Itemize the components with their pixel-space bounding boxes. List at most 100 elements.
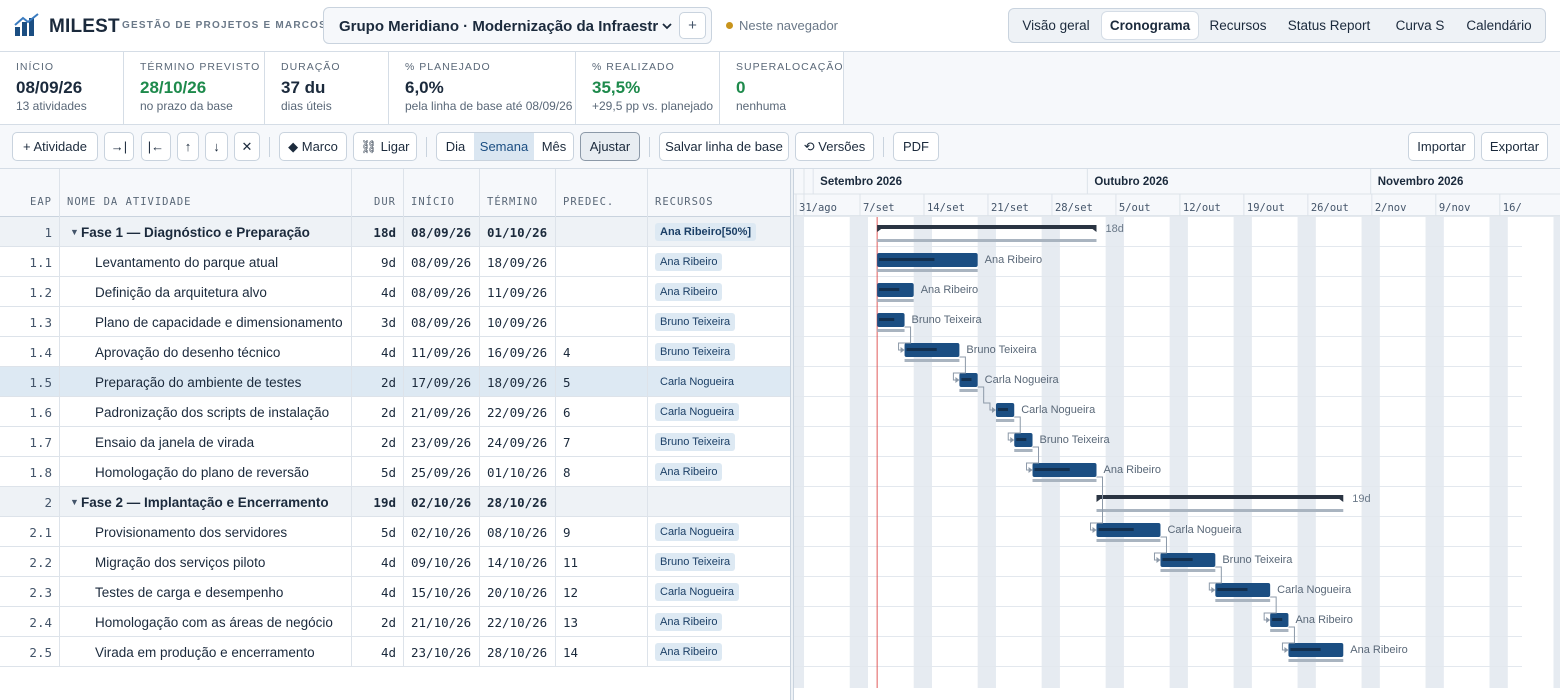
cell-name[interactable]: Plano de capacidade e dimensionamento: [95, 315, 343, 330]
zoom-day-button[interactable]: Dia: [445, 139, 466, 154]
cell-name[interactable]: Provisionamento dos servidores: [95, 525, 288, 540]
resource-badge[interactable]: Carla Nogueira: [655, 583, 739, 601]
cell-end[interactable]: 28/10/26: [487, 495, 548, 510]
cell-start[interactable]: 09/10/26: [411, 555, 472, 570]
cell-duration[interactable]: 4d: [380, 585, 396, 600]
resource-badge[interactable]: Bruno Teixeira: [655, 433, 736, 451]
table-row[interactable]: 2.2 Migração dos serviços piloto 4d 09/10/2…: [0, 547, 790, 577]
cell-predecessors[interactable]: 6: [563, 405, 571, 420]
cell-predecessors[interactable]: 14: [563, 645, 579, 660]
cell-duration[interactable]: 4d: [380, 645, 396, 660]
phase-bar[interactable]: [1096, 495, 1344, 499]
outdent-button[interactable]: |←: [141, 132, 171, 161]
cell-predecessors[interactable]: 7: [563, 435, 571, 450]
cell-name[interactable]: Ensaio da janela de virada: [95, 435, 255, 450]
cell-start[interactable]: 08/09/26: [411, 315, 472, 330]
cell-start[interactable]: 11/09/26: [411, 345, 472, 360]
table-row[interactable]: 1.5 Preparação do ambiente de testes 2d 17/…: [0, 367, 790, 397]
cell-name[interactable]: Fase 1 — Diagnóstico e Preparação: [81, 225, 310, 240]
delete-button[interactable]: ✕: [234, 132, 260, 161]
table-row[interactable]: 1.2 Definição da arquitetura alvo 4d 08/09/…: [0, 277, 790, 307]
move-down-button[interactable]: ↓: [205, 132, 228, 161]
tab-curva-s[interactable]: Curva S: [1395, 18, 1445, 33]
cell-name[interactable]: Definição da arquitetura alvo: [95, 285, 267, 300]
table-row[interactable]: 1.3 Plano de capacidade e dimensionamento…: [0, 307, 790, 337]
cell-name[interactable]: Testes de carga e desempenho: [95, 585, 284, 600]
pdf-button[interactable]: PDF: [893, 132, 939, 161]
table-row[interactable]: 1.1 Levantamento do parque atual 9d 08/09/2…: [0, 247, 790, 277]
phase-bar[interactable]: [877, 225, 1097, 229]
resource-badge[interactable]: Ana Ribeiro[50%]: [655, 223, 757, 241]
resource-badge[interactable]: Carla Nogueira: [655, 373, 739, 391]
cell-predecessors[interactable]: 5: [563, 375, 571, 390]
col-pred[interactable]: PREDEC.: [563, 196, 615, 208]
cell-predecessors[interactable]: 12: [563, 585, 579, 600]
cell-predecessors[interactable]: 13: [563, 615, 579, 630]
resource-badge[interactable]: Ana Ribeiro: [655, 463, 723, 481]
cell-end[interactable]: 08/10/26: [487, 525, 548, 540]
cell-predecessors[interactable]: 9: [563, 525, 571, 540]
cell-duration[interactable]: 4d: [380, 285, 396, 300]
cell-duration[interactable]: 2d: [380, 405, 396, 420]
table-row[interactable]: 2.4 Homologação com as áreas de negócio 2d…: [0, 607, 790, 637]
cell-end[interactable]: 16/09/26: [487, 345, 548, 360]
cell-name[interactable]: Fase 2 — Implantação e Encerramento: [81, 495, 329, 510]
cell-duration[interactable]: 2d: [380, 615, 396, 630]
cell-start[interactable]: 17/09/26: [411, 375, 472, 390]
tab-visao-geral[interactable]: Visão geral: [1022, 18, 1090, 33]
cell-end[interactable]: 18/09/26: [487, 255, 548, 270]
cell-start[interactable]: 21/10/26: [411, 615, 472, 630]
fit-button[interactable]: Ajustar: [580, 132, 640, 161]
cell-end[interactable]: 18/09/26: [487, 375, 548, 390]
tab-recursos[interactable]: Recursos: [1209, 18, 1267, 33]
cell-name[interactable]: Aprovação do desenho técnico: [95, 345, 281, 360]
phase-row[interactable]: 1 ▼ Fase 1 — Diagnóstico e Preparação 18d 08…: [0, 217, 790, 247]
resource-badge[interactable]: Ana Ribeiro: [655, 643, 723, 661]
col-res[interactable]: RECURSOS: [655, 196, 714, 208]
resource-badge[interactable]: Carla Nogueira: [655, 523, 739, 541]
cell-duration[interactable]: 19d: [373, 495, 396, 510]
collapse-toggle-icon[interactable]: ▼: [70, 497, 79, 507]
resource-badge[interactable]: Bruno Teixeira: [655, 343, 736, 361]
table-row[interactable]: 1.8 Homologação do plano de reversão 5d 25/…: [0, 457, 790, 487]
cell-predecessors[interactable]: 4: [563, 345, 571, 360]
move-up-button[interactable]: ↑: [177, 132, 199, 161]
cell-duration[interactable]: 18d: [373, 225, 396, 240]
cell-end[interactable]: 20/10/26: [487, 585, 548, 600]
col-eap[interactable]: EAP: [30, 196, 52, 208]
indent-button[interactable]: →|: [104, 132, 134, 161]
cell-name[interactable]: Preparação do ambiente de testes: [95, 375, 302, 390]
cell-duration[interactable]: 4d: [380, 345, 396, 360]
cell-end[interactable]: 01/10/26: [487, 225, 548, 240]
tab-cronograma[interactable]: Cronograma: [1102, 12, 1198, 39]
cell-name[interactable]: Levantamento do parque atual: [95, 255, 279, 270]
save-baseline-button[interactable]: Salvar linha de base: [659, 132, 789, 161]
zoom-month-button[interactable]: Mês: [541, 139, 567, 154]
cell-end[interactable]: 22/10/26: [487, 615, 548, 630]
chevron-down-icon[interactable]: [661, 20, 673, 32]
cell-end[interactable]: 24/09/26: [487, 435, 548, 450]
cell-duration[interactable]: 5d: [380, 525, 396, 540]
cell-name[interactable]: Virada em produção e encerramento: [95, 645, 315, 660]
cell-start[interactable]: 25/09/26: [411, 465, 472, 480]
cell-end[interactable]: 01/10/26: [487, 465, 548, 480]
cell-end[interactable]: 28/10/26: [487, 645, 548, 660]
table-row[interactable]: 1.4 Aprovação do desenho técnico 4d 11/09/2…: [0, 337, 790, 367]
import-button[interactable]: Importar: [1408, 132, 1475, 161]
cell-start[interactable]: 21/09/26: [411, 405, 472, 420]
cell-end[interactable]: 14/10/26: [487, 555, 548, 570]
cell-predecessors[interactable]: 8: [563, 465, 571, 480]
table-row[interactable]: 2.5 Virada em produção e encerramento 4d 23…: [0, 637, 790, 667]
table-row[interactable]: 1.6 Padronização dos scripts de instalaçã…: [0, 397, 790, 427]
resource-badge[interactable]: Ana Ribeiro: [655, 613, 723, 631]
milestone-button[interactable]: ◆ Marco: [279, 132, 347, 161]
cell-end[interactable]: 11/09/26: [487, 285, 548, 300]
resource-badge[interactable]: Ana Ribeiro: [655, 253, 723, 271]
cell-start[interactable]: 02/10/26: [411, 495, 472, 510]
cell-name[interactable]: Homologação com as áreas de negócio: [95, 615, 333, 630]
cell-name[interactable]: Padronização dos scripts de instalação: [95, 405, 330, 420]
add-project-button[interactable]: +: [679, 12, 706, 39]
versions-button[interactable]: ⟲ Versões: [795, 132, 874, 161]
project-selector[interactable]: Grupo Meridiano · Modernização da Infrae…: [323, 7, 712, 44]
table-row[interactable]: 1.7 Ensaio da janela de virada 2d 23/09/26 2…: [0, 427, 790, 457]
